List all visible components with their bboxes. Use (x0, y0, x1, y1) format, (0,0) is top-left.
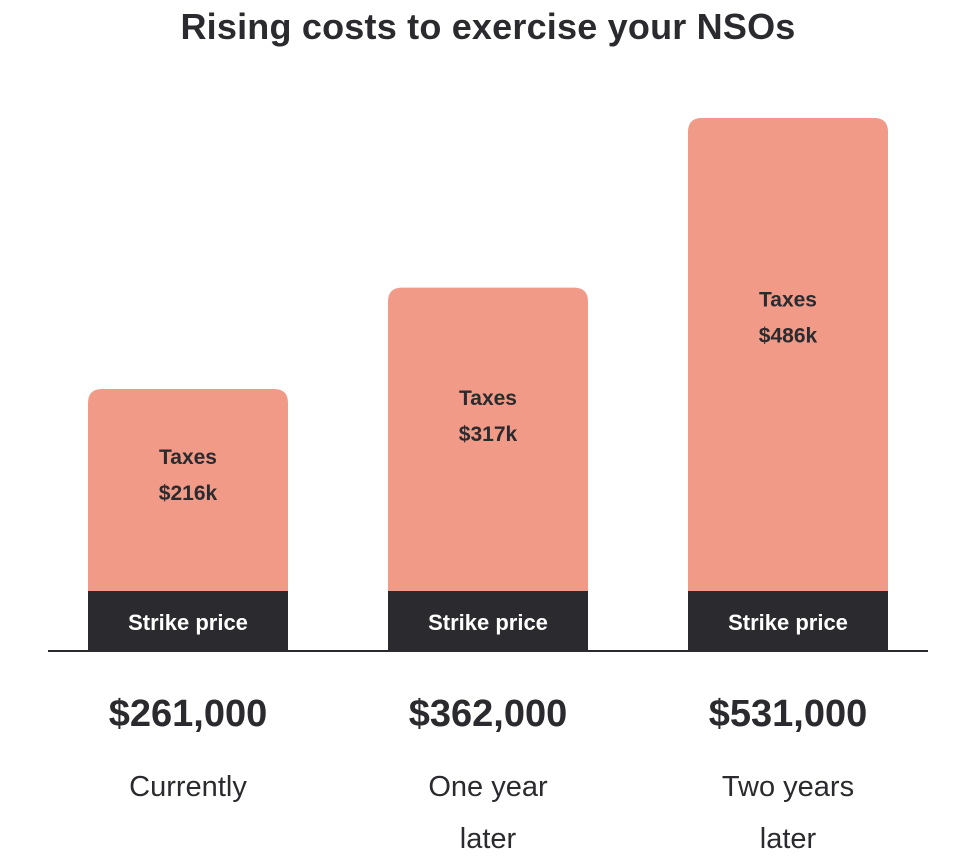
taxes-label: Taxes (459, 387, 517, 410)
category-label: One year later (428, 771, 548, 855)
strike-price-label: Strike price (728, 610, 848, 635)
category-label: Two years later (722, 771, 854, 855)
strike-price-bar-segment (88, 591, 288, 651)
category-label: Currently (129, 771, 247, 803)
taxes-value-label: $216k (159, 482, 218, 505)
taxes-value-label: $486k (759, 325, 818, 348)
taxes-bar-segment (388, 287, 588, 591)
chart-title: Rising costs to exercise your NSOs (180, 6, 796, 47)
strike-price-label: Strike price (428, 610, 548, 635)
strike-price-bar-segment (388, 591, 588, 651)
strike-price-bar-segment (688, 591, 888, 651)
total-cost-label: $531,000 (709, 693, 868, 735)
taxes-bar-segment (688, 118, 888, 591)
taxes-value-label: $317k (459, 423, 518, 446)
total-cost-label: $261,000 (109, 693, 268, 735)
taxes-label: Taxes (159, 446, 217, 469)
strike-price-label: Strike price (128, 610, 248, 635)
taxes-bar-segment (88, 389, 288, 591)
total-cost-label: $362,000 (409, 693, 568, 735)
taxes-label: Taxes (759, 289, 817, 312)
